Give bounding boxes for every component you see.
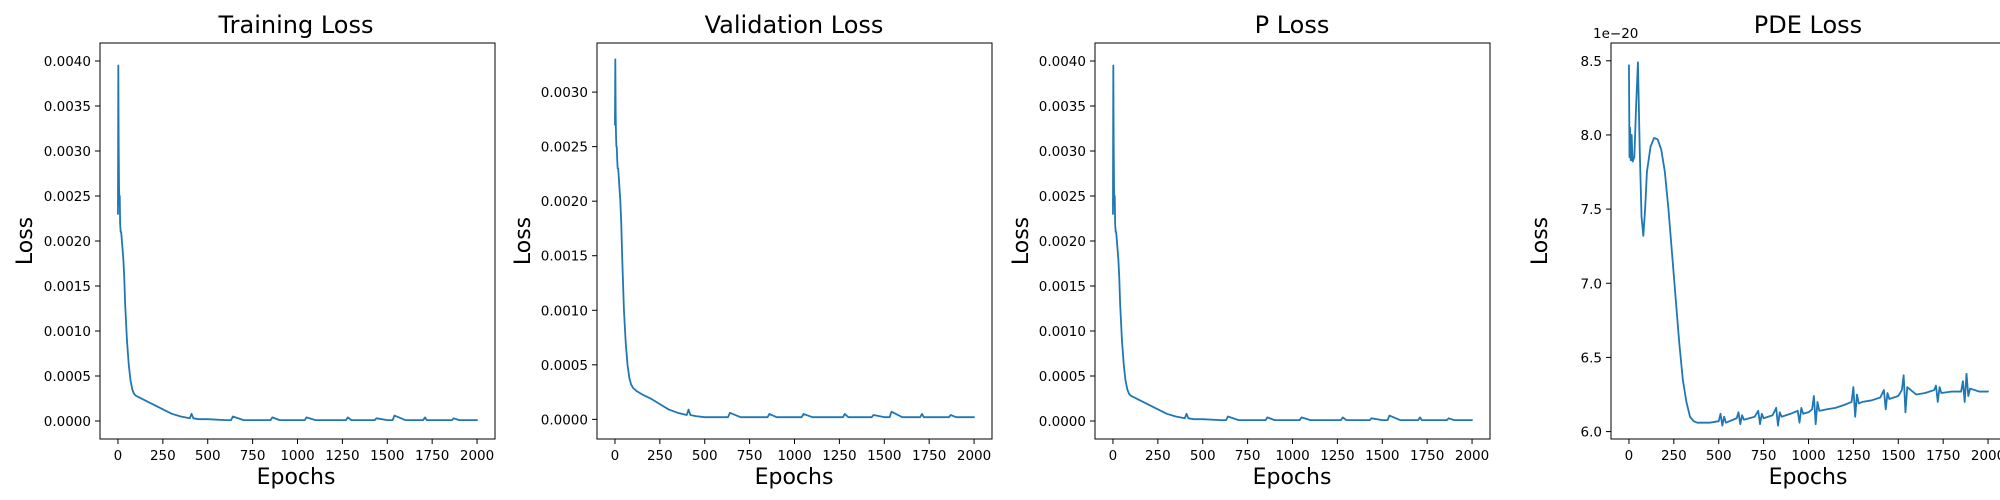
x-tick-label: 1500 [867, 448, 901, 464]
y-tick-label: 0.0015 [44, 279, 91, 295]
x-tick-label: 500 [195, 448, 221, 464]
plot-area-p-loss: 0 250 500 750 1000 1250 1500 1750 2000 0.0000 0.00… [1039, 42, 1491, 464]
y-tick-label: 8.5 [1581, 54, 1602, 70]
x-tick-label: 1000 [280, 448, 314, 464]
x-axis-label: Epochs [1253, 465, 1332, 490]
chart-title: Training Loss [218, 11, 374, 39]
y-tick-label: 0.0025 [44, 189, 91, 205]
y-tick-label: 0.0015 [1039, 279, 1086, 295]
y-tick-label: 0.0030 [541, 85, 588, 101]
y-tick-label: 0.0010 [1039, 324, 1086, 340]
y-tick-label: 0.0005 [44, 369, 91, 385]
y-axis-label: Loss [13, 217, 38, 265]
x-tick-label: 250 [150, 448, 176, 464]
x-tick-label: 1000 [1275, 448, 1309, 464]
series-line [1112, 64, 1473, 421]
plot-layer: 0 250 500 750 1000 1250 1500 1750 2000 0.0000 0.00… [44, 42, 2000, 464]
x-tick-label: 1750 [1926, 448, 1960, 464]
y-tick-label: 0.0040 [1039, 54, 1086, 70]
x-tick-label: 1750 [1410, 448, 1444, 464]
x-tick-label: 500 [1190, 448, 1216, 464]
series-line [1628, 61, 1989, 427]
y-tick-label: 0.0015 [541, 249, 588, 265]
x-tick-label: 250 [647, 448, 673, 464]
y-tick-label: 0.0030 [1039, 144, 1086, 160]
x-tick-label: 1250 [1320, 448, 1354, 464]
x-axis-label: Epochs [257, 465, 336, 490]
x-tick-label: 0 [114, 448, 123, 464]
x-tick-label: 2000 [1971, 448, 2000, 464]
x-tick-label: 500 [692, 448, 718, 464]
series-line [117, 64, 478, 421]
y-tick-label: 0.0035 [1039, 99, 1086, 115]
x-tick-label: 750 [737, 448, 763, 464]
y-axis-offset-text: 1e−20 [1593, 26, 1638, 42]
chart-title: P Loss [1255, 11, 1330, 39]
x-tick-label: 0 [1109, 448, 1118, 464]
y-tick-label: 6.0 [1581, 425, 1602, 441]
x-axis-label: Epochs [1769, 465, 1848, 490]
x-tick-label: 0 [611, 448, 620, 464]
y-tick-label: 0.0040 [44, 54, 91, 70]
x-tick-label: 1250 [325, 448, 359, 464]
chart-panel-validation-loss: Validation Loss Epochs Loss [511, 11, 883, 490]
y-axis-label: Loss [511, 217, 536, 265]
chart-panel-training-loss: Training Loss Epochs Loss [13, 11, 373, 490]
y-tick-label: 0.0000 [541, 412, 588, 428]
x-tick-label: 1500 [370, 448, 404, 464]
x-axis-label: Epochs [755, 465, 834, 490]
x-tick-label: 1500 [1881, 448, 1915, 464]
chart-title: Validation Loss [705, 11, 884, 39]
series-line [614, 58, 975, 419]
y-tick-label: 0.0020 [44, 234, 91, 250]
plot-area-validation-loss: 0 250 500 750 1000 1250 1500 1750 2000 0.0000 0.00… [541, 42, 993, 464]
x-tick-label: 1250 [822, 448, 856, 464]
plot-area-training-loss: 0 250 500 750 1000 1250 1500 1750 2000 0.0000 0.00… [44, 42, 496, 464]
y-tick-label: 0.0030 [44, 144, 91, 160]
chart-panel-pde-loss: PDE Loss Epochs Loss 1e−20 [1528, 11, 1862, 490]
x-tick-label: 2000 [1455, 448, 1489, 464]
chart-title: PDE Loss [1754, 11, 1862, 39]
y-tick-label: 0.0020 [541, 194, 588, 210]
x-tick-label: 250 [1145, 448, 1171, 464]
chart-panel-p-loss: P Loss Epochs Loss [1009, 11, 1331, 490]
x-tick-label: 250 [1661, 448, 1687, 464]
x-tick-label: 750 [1235, 448, 1261, 464]
y-tick-label: 0.0000 [1039, 414, 1086, 430]
y-tick-label: 0.0035 [44, 99, 91, 115]
x-tick-label: 500 [1706, 448, 1732, 464]
y-tick-label: 7.5 [1581, 202, 1602, 218]
y-tick-label: 0.0010 [44, 324, 91, 340]
x-tick-label: 1250 [1836, 448, 1870, 464]
y-tick-label: 0.0020 [1039, 234, 1086, 250]
plot-area-pde-loss: 0 250 500 750 1000 1250 1500 1750 2000 6.0 6.5 7.0 7… [1581, 42, 2000, 464]
y-tick-label: 8.0 [1581, 128, 1602, 144]
x-tick-label: 1750 [912, 448, 946, 464]
x-tick-label: 1000 [777, 448, 811, 464]
y-tick-label: 0.0005 [541, 358, 588, 374]
x-tick-label: 750 [1751, 448, 1777, 464]
x-tick-label: 2000 [957, 448, 991, 464]
x-tick-label: 0 [1625, 448, 1634, 464]
y-tick-label: 0.0000 [44, 414, 91, 430]
x-tick-label: 1000 [1791, 448, 1825, 464]
x-tick-label: 1500 [1365, 448, 1399, 464]
y-tick-label: 0.0025 [1039, 189, 1086, 205]
y-tick-label: 6.5 [1581, 350, 1602, 366]
x-tick-label: 2000 [460, 448, 494, 464]
x-tick-label: 750 [240, 448, 266, 464]
x-tick-label: 1750 [415, 448, 449, 464]
y-axis-label: Loss [1009, 217, 1034, 265]
y-tick-label: 0.0010 [541, 303, 588, 319]
y-axis-label: Loss [1528, 217, 1553, 265]
y-tick-label: 0.0025 [541, 140, 588, 156]
y-tick-label: 0.0005 [1039, 369, 1086, 385]
y-tick-label: 7.0 [1581, 276, 1602, 292]
